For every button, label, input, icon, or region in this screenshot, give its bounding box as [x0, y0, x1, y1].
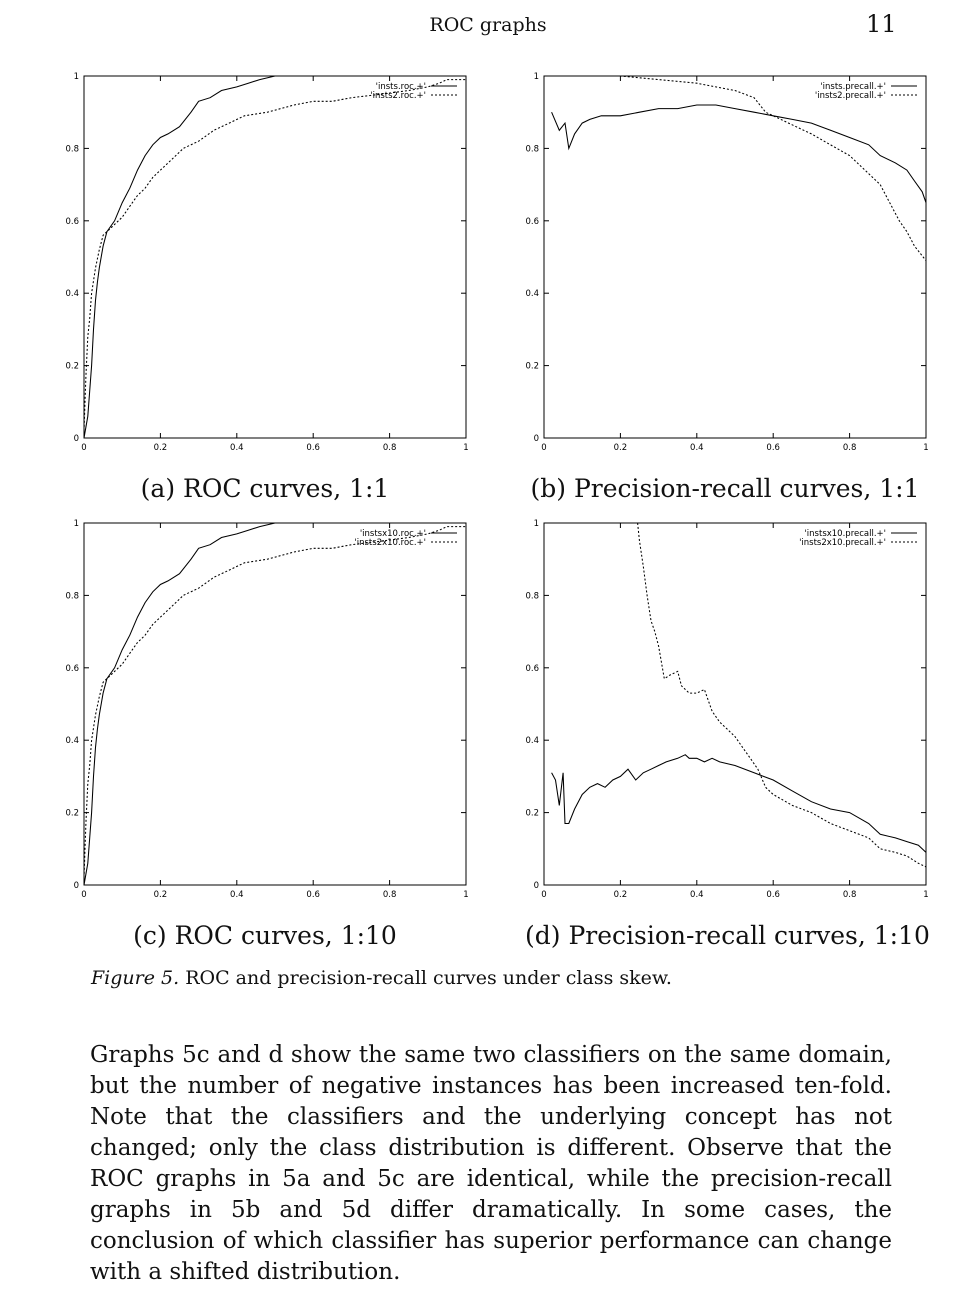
- x-tick-label: 0: [541, 890, 546, 900]
- chart-panel-d: 0 0.2 0.4 0.6 0.8 1 0 0.2 0.4 0.6 0.8 1 'instsx10.pr…: [520, 515, 940, 905]
- chart-panel-c: 0 0.2 0.4 0.6 0.8 1 0 0.2 0.4 0.6 0.8 1 'instsx10.ro…: [60, 515, 480, 905]
- legend-label-1: 'instsx10.roc.+': [360, 529, 426, 539]
- x-tick-label: 0.4: [230, 890, 244, 900]
- x-tick-label: 0: [81, 443, 86, 453]
- legend-label-2: 'insts2x10.roc.+': [354, 538, 426, 548]
- y-tick-label: 0.8: [65, 591, 79, 601]
- y-tick-label: 0.2: [525, 362, 539, 372]
- y-tick-label: 0.4: [525, 736, 539, 746]
- y-tick-label: 0.6: [525, 664, 539, 674]
- legend-label-2: 'insts2x10.precall.+': [799, 538, 886, 548]
- y-tick-label: 1: [74, 519, 79, 529]
- plot-frame: [83, 75, 467, 439]
- x-tick-label: 0.6: [306, 890, 320, 900]
- y-tick-label: 0.2: [525, 809, 539, 819]
- y-tick-label: 0.8: [525, 591, 539, 601]
- x-tick-label: 1: [923, 443, 928, 453]
- y-tick-label: 0.4: [65, 289, 79, 299]
- legend-label-2: 'insts2.precall.+': [815, 91, 886, 101]
- y-tick-label: 0.8: [65, 144, 79, 154]
- chart-c-svg: 0 0.2 0.4 0.6 0.8 1 0 0.2 0.4 0.6 0.8 1 'instsx10.ro…: [65, 519, 468, 900]
- y-tick-label: 0.4: [525, 289, 539, 299]
- page-number: 11: [866, 10, 897, 38]
- y-tick-label: 0.2: [65, 362, 79, 372]
- x-tick-label: 0.8: [383, 443, 397, 453]
- chart-panel-a: 0 0.2 0.4 0.6 0.8 1 0 0.2 0.4 0.6 0.8 1 'insts.roc.+…: [60, 68, 480, 458]
- x-tick-label: 1: [463, 443, 468, 453]
- x-tick-label: 0.2: [154, 890, 168, 900]
- subcaption-a: (a) ROC curves, 1:1: [140, 474, 390, 503]
- x-tick-label: 1: [463, 890, 468, 900]
- x-tick-label: 0.8: [383, 890, 397, 900]
- chart-a-svg: 0 0.2 0.4 0.6 0.8 1 0 0.2 0.4 0.6 0.8 1 'insts.roc.+…: [65, 72, 468, 453]
- subcaption-b: (b) Precision-recall curves, 1:1: [530, 474, 920, 503]
- series-line-1: [551, 754, 927, 853]
- x-tick-label: 0.8: [843, 890, 857, 900]
- y-tick-label: 0.6: [65, 664, 79, 674]
- legend-label-1: 'instsx10.precall.+': [804, 529, 886, 539]
- body-paragraph: Graphs 5c and d show the same two classi…: [90, 1042, 892, 1285]
- y-tick-label: 0: [534, 881, 539, 891]
- y-tick-label: 0.6: [65, 217, 79, 227]
- figure-caption-text: ROC and precision-recall curves under cl…: [185, 967, 672, 989]
- x-tick-label: 0.4: [230, 443, 244, 453]
- series-line-2: [637, 522, 927, 868]
- x-tick-label: 0.2: [614, 443, 628, 453]
- y-tick-label: 0.2: [65, 809, 79, 819]
- y-tick-label: 0: [74, 881, 79, 891]
- figure-label: Figure 5.: [91, 967, 180, 989]
- series-line-2: [83, 79, 466, 431]
- series-line-2: [547, 75, 927, 261]
- y-tick-label: 1: [534, 72, 539, 82]
- legend-label-1: 'insts.precall.+': [820, 82, 886, 92]
- x-tick-label: 1: [923, 890, 928, 900]
- chart-b-svg: 0 0.2 0.4 0.6 0.8 1 0 0.2 0.4 0.6 0.8 1 'insts.preca…: [525, 72, 928, 453]
- x-tick-label: 0.2: [614, 890, 628, 900]
- y-tick-label: 1: [74, 72, 79, 82]
- series-line-1: [551, 104, 927, 203]
- x-tick-label: 0.2: [154, 443, 168, 453]
- y-tick-label: 0: [534, 434, 539, 444]
- y-tick-label: 1: [534, 519, 539, 529]
- series-line-1: [83, 522, 466, 886]
- subcaption-c: (c) ROC curves, 1:10: [133, 921, 397, 950]
- y-tick-label: 0.6: [525, 217, 539, 227]
- y-tick-label: 0: [74, 434, 79, 444]
- plot-frame: [543, 522, 927, 886]
- x-tick-label: 0.6: [766, 443, 780, 453]
- chart-panel-b: 0 0.2 0.4 0.6 0.8 1 0 0.2 0.4 0.6 0.8 1 'insts.preca…: [520, 68, 940, 458]
- chart-d-svg: 0 0.2 0.4 0.6 0.8 1 0 0.2 0.4 0.6 0.8 1 'instsx10.pr…: [525, 519, 928, 900]
- x-tick-label: 0.8: [843, 443, 857, 453]
- series-line-2: [83, 526, 466, 878]
- plot-frame: [83, 522, 467, 886]
- y-tick-label: 0.8: [525, 144, 539, 154]
- x-tick-label: 0: [541, 443, 546, 453]
- x-tick-label: 0.6: [306, 443, 320, 453]
- x-tick-label: 0: [81, 890, 86, 900]
- x-tick-label: 0.4: [690, 890, 704, 900]
- running-title: ROC graphs: [429, 14, 547, 36]
- legend-label-1: 'insts.roc.+': [376, 82, 426, 92]
- series-line-1: [83, 75, 466, 439]
- legend-label-2: 'insts2.roc.+': [370, 91, 426, 101]
- y-tick-label: 0.4: [65, 736, 79, 746]
- x-tick-label: 0.4: [690, 443, 704, 453]
- x-tick-label: 0.6: [766, 890, 780, 900]
- plot-frame: [543, 75, 927, 439]
- subcaption-d: (d) Precision-recall curves, 1:10: [525, 921, 930, 950]
- figure-caption: Figure 5. ROC and precision-recall curve…: [91, 967, 672, 989]
